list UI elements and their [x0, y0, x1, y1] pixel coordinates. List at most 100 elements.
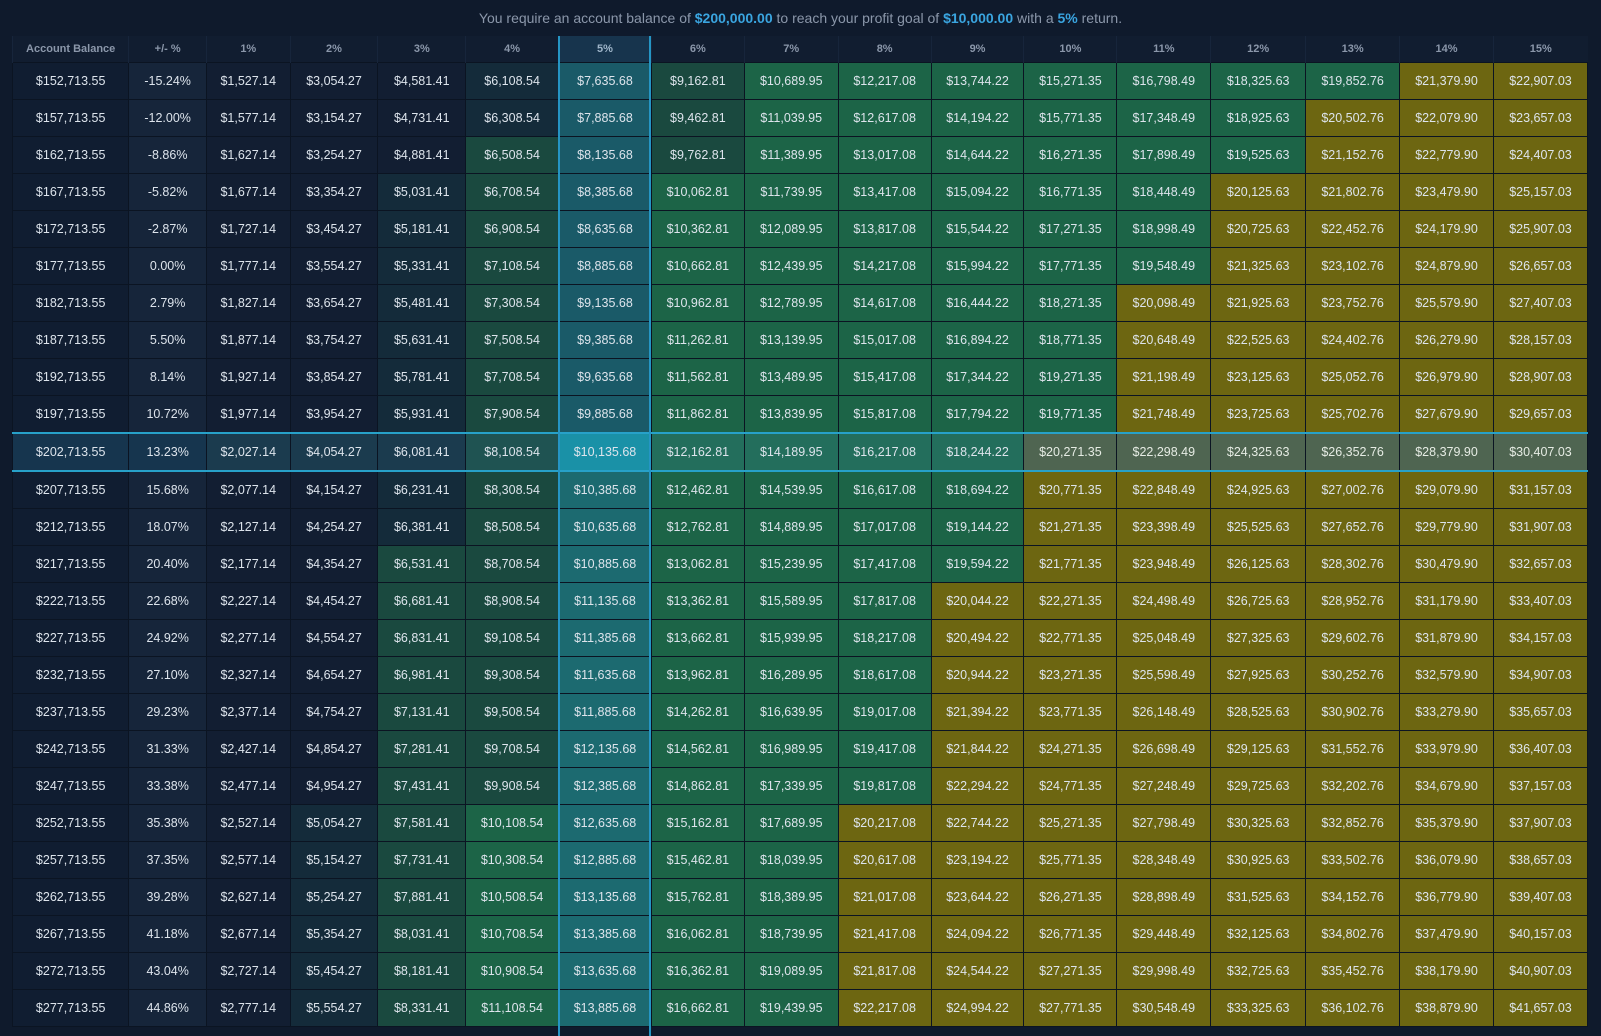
profit-cell[interactable]: $2,777.14: [205, 989, 291, 1027]
profit-cell[interactable]: $29,998.49: [1116, 952, 1212, 990]
profit-cell[interactable]: $30,925.63: [1210, 841, 1307, 879]
profit-cell[interactable]: $17,417.08: [837, 545, 932, 583]
profit-cell[interactable]: $3,354.27: [289, 173, 379, 211]
profit-cell[interactable]: $20,217.08: [837, 804, 932, 842]
profit-cell[interactable]: $22,744.22: [930, 804, 1025, 842]
profit-cell[interactable]: $18,694.22: [930, 470, 1025, 509]
profit-cell[interactable]: $25,052.76: [1305, 358, 1401, 396]
profit-cell[interactable]: $25,907.03: [1492, 210, 1589, 248]
profit-cell[interactable]: $24,402.76: [1305, 321, 1401, 359]
profit-cell[interactable]: $32,725.63: [1210, 952, 1307, 990]
profit-cell[interactable]: $12,462.81: [650, 470, 745, 509]
profit-cell[interactable]: $25,702.76: [1305, 395, 1401, 434]
profit-cell[interactable]: $1,527.14: [205, 62, 291, 100]
profit-cell[interactable]: $11,262.81: [650, 321, 745, 359]
profit-cell[interactable]: $2,077.14: [205, 470, 291, 509]
profit-cell[interactable]: $28,525.63: [1210, 693, 1307, 731]
profit-cell[interactable]: $23,657.03: [1492, 99, 1589, 137]
profit-cell[interactable]: $13,062.81: [650, 545, 745, 583]
profit-cell[interactable]: $21,771.35: [1023, 545, 1118, 583]
profit-cell[interactable]: $9,308.54: [465, 656, 560, 694]
profit-cell[interactable]: $23,479.90: [1399, 173, 1494, 211]
profit-cell[interactable]: $13,662.81: [650, 619, 745, 657]
profit-cell[interactable]: $2,127.14: [205, 508, 291, 546]
profit-cell[interactable]: $21,325.63: [1210, 247, 1307, 285]
profit-cell[interactable]: $21,844.22: [930, 730, 1025, 768]
profit-cell[interactable]: $39,407.03: [1492, 878, 1589, 916]
profit-cell[interactable]: $8,135.68: [558, 136, 652, 174]
profit-cell[interactable]: $7,581.41: [377, 804, 467, 842]
profit-cell[interactable]: $30,902.76: [1305, 693, 1401, 731]
profit-cell[interactable]: $6,508.54: [465, 136, 560, 174]
profit-cell[interactable]: $4,354.27: [289, 545, 379, 583]
profit-cell[interactable]: $5,331.41: [377, 247, 467, 285]
profit-cell[interactable]: $6,108.54: [465, 62, 560, 100]
profit-cell[interactable]: $3,254.27: [289, 136, 379, 174]
profit-cell[interactable]: $9,108.54: [465, 619, 560, 657]
profit-cell[interactable]: $10,385.68: [558, 470, 652, 509]
profit-cell[interactable]: $21,017.08: [837, 878, 932, 916]
profit-cell[interactable]: $30,325.63: [1210, 804, 1307, 842]
profit-cell[interactable]: $10,135.68: [558, 432, 652, 472]
profit-cell[interactable]: $8,908.54: [465, 582, 560, 620]
profit-cell[interactable]: $9,635.68: [558, 358, 652, 396]
profit-cell[interactable]: $31,179.90: [1399, 582, 1494, 620]
profit-cell[interactable]: $22,294.22: [930, 767, 1025, 805]
profit-cell[interactable]: $6,681.41: [377, 582, 467, 620]
profit-cell[interactable]: $5,354.27: [289, 915, 379, 953]
profit-cell[interactable]: $33,979.90: [1399, 730, 1494, 768]
profit-cell[interactable]: $8,885.68: [558, 247, 652, 285]
profit-cell[interactable]: $13,839.95: [743, 395, 839, 434]
profit-cell[interactable]: $18,039.95: [743, 841, 839, 879]
profit-cell[interactable]: $23,725.63: [1210, 395, 1307, 434]
profit-cell[interactable]: $20,125.63: [1210, 173, 1307, 211]
profit-cell[interactable]: $10,689.95: [743, 62, 839, 100]
profit-cell[interactable]: $25,271.35: [1023, 804, 1118, 842]
profit-cell[interactable]: $32,125.63: [1210, 915, 1307, 953]
profit-cell[interactable]: $29,125.63: [1210, 730, 1307, 768]
profit-cell[interactable]: $19,525.63: [1210, 136, 1307, 174]
profit-cell[interactable]: $7,881.41: [377, 878, 467, 916]
profit-cell[interactable]: $4,654.27: [289, 656, 379, 694]
profit-cell[interactable]: $18,771.35: [1023, 321, 1118, 359]
profit-cell[interactable]: $7,308.54: [465, 284, 560, 322]
profit-cell[interactable]: $28,157.03: [1492, 321, 1589, 359]
profit-cell[interactable]: $17,348.49: [1116, 99, 1212, 137]
profit-cell[interactable]: $7,508.54: [465, 321, 560, 359]
profit-cell[interactable]: $7,885.68: [558, 99, 652, 137]
profit-cell[interactable]: $5,631.41: [377, 321, 467, 359]
profit-cell[interactable]: $13,135.68: [558, 878, 652, 916]
profit-cell[interactable]: $3,054.27: [289, 62, 379, 100]
profit-cell[interactable]: $37,479.90: [1399, 915, 1494, 953]
col-header-rate[interactable]: 2%: [289, 36, 378, 63]
profit-cell[interactable]: $18,617.08: [837, 656, 932, 694]
profit-cell[interactable]: $22,771.35: [1023, 619, 1118, 657]
profit-cell[interactable]: $7,731.41: [377, 841, 467, 879]
profit-cell[interactable]: $16,989.95: [743, 730, 839, 768]
profit-cell[interactable]: $17,898.49: [1116, 136, 1212, 174]
profit-cell[interactable]: $4,731.41: [377, 99, 467, 137]
col-header-rate[interactable]: 13%: [1305, 36, 1400, 63]
profit-cell[interactable]: $12,789.95: [743, 284, 839, 322]
profit-cell[interactable]: $5,031.41: [377, 173, 467, 211]
profit-cell[interactable]: $35,379.90: [1399, 804, 1494, 842]
profit-cell[interactable]: $31,879.90: [1399, 619, 1494, 657]
profit-cell[interactable]: $8,385.68: [558, 173, 652, 211]
profit-cell[interactable]: $2,227.14: [205, 582, 291, 620]
col-header-rate[interactable]: 7%: [743, 36, 839, 63]
profit-cell[interactable]: $12,617.08: [837, 99, 932, 137]
profit-cell[interactable]: $25,048.49: [1116, 619, 1212, 657]
profit-cell[interactable]: $23,771.35: [1023, 693, 1118, 731]
profit-cell[interactable]: $24,879.90: [1399, 247, 1494, 285]
profit-cell[interactable]: $2,677.14: [205, 915, 291, 953]
profit-cell[interactable]: $10,108.54: [465, 804, 560, 842]
profit-cell[interactable]: $21,417.08: [837, 915, 932, 953]
profit-cell[interactable]: $17,271.35: [1023, 210, 1118, 248]
profit-cell[interactable]: $2,577.14: [205, 841, 291, 879]
profit-cell[interactable]: $18,244.22: [930, 432, 1025, 472]
profit-cell[interactable]: $30,479.90: [1399, 545, 1494, 583]
profit-cell[interactable]: $21,748.49: [1116, 395, 1212, 434]
profit-cell[interactable]: $28,302.76: [1305, 545, 1401, 583]
profit-cell[interactable]: $27,925.63: [1210, 656, 1307, 694]
table-row[interactable]: $192,713.55 8.14% $1,927.14 $3,854.27 $5,781…: [11, 358, 1589, 396]
